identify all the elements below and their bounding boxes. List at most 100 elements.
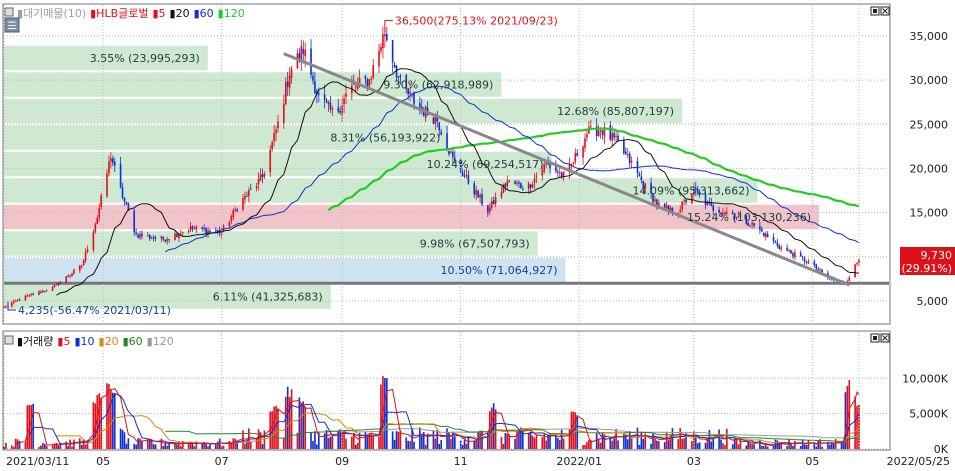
volume-bar bbox=[640, 431, 643, 449]
price-panel-close-button[interactable] bbox=[880, 6, 890, 16]
volume-bar bbox=[312, 440, 314, 449]
candle-body bbox=[164, 239, 167, 242]
candle-body bbox=[438, 122, 441, 131]
volume-bar bbox=[724, 445, 726, 449]
volume-bar bbox=[141, 440, 143, 449]
volume-bar bbox=[407, 440, 409, 449]
volume-bar bbox=[731, 444, 734, 449]
volume-bar bbox=[380, 384, 382, 449]
volume-bar bbox=[827, 441, 829, 449]
volume-bar bbox=[413, 441, 415, 449]
volume-bar bbox=[545, 440, 547, 449]
volume-bar bbox=[316, 444, 318, 449]
candle-body bbox=[654, 199, 656, 202]
candle-body bbox=[698, 191, 701, 195]
volume-bar bbox=[300, 402, 303, 449]
candle-body bbox=[38, 291, 40, 296]
candle-body bbox=[391, 40, 394, 63]
candle-body bbox=[71, 273, 73, 277]
candle-body bbox=[504, 183, 507, 187]
candle-body bbox=[617, 135, 619, 142]
candle-body bbox=[556, 171, 559, 173]
volume-bar bbox=[51, 445, 54, 449]
candle-body bbox=[53, 284, 56, 288]
candle-body bbox=[656, 199, 658, 205]
chart-settings-icon[interactable] bbox=[4, 17, 20, 33]
candle-body bbox=[236, 209, 238, 211]
candle-body bbox=[436, 115, 439, 122]
price-tick-label-3: 20,000 bbox=[910, 162, 949, 175]
volume-bar bbox=[753, 444, 755, 449]
volume-bar bbox=[630, 438, 633, 449]
volume-bar bbox=[815, 446, 818, 449]
candle-body bbox=[609, 125, 612, 140]
candle-body bbox=[255, 185, 258, 189]
volume-bar bbox=[520, 427, 522, 449]
price-legend-icon[interactable] bbox=[4, 7, 14, 17]
candle-body bbox=[454, 157, 456, 161]
candle-body bbox=[799, 252, 802, 257]
volume-bar bbox=[180, 446, 182, 449]
price-panel-maximize-button[interactable] bbox=[870, 6, 880, 16]
volume-bar bbox=[150, 440, 153, 449]
volume-bar bbox=[691, 441, 693, 449]
volume-bar bbox=[574, 412, 577, 449]
candle-body bbox=[465, 174, 468, 177]
price-annotations: 36,500(275.13% 2021/09/23) 4,235(-56.47% … bbox=[7, 15, 558, 317]
candle-body bbox=[759, 226, 761, 230]
volume-bar bbox=[834, 439, 837, 449]
candle-body bbox=[543, 164, 546, 172]
volume-bar bbox=[726, 428, 728, 449]
volume-bar bbox=[533, 437, 536, 449]
current-price-label: 9,730 bbox=[921, 249, 953, 262]
volume-bar bbox=[133, 443, 136, 449]
candle-body bbox=[584, 138, 586, 148]
volume-bar bbox=[45, 445, 48, 449]
volume-bar bbox=[531, 435, 534, 449]
candle-body bbox=[856, 262, 858, 265]
volume-bar bbox=[220, 445, 223, 449]
supply-band-label-7: 9.98% (67,507,793) bbox=[420, 238, 530, 251]
candle-body bbox=[518, 182, 520, 184]
candle-body bbox=[67, 275, 69, 277]
volume-bar bbox=[508, 434, 511, 449]
candle-body bbox=[718, 209, 720, 213]
volume-bar bbox=[854, 396, 856, 449]
volume-bar bbox=[568, 429, 571, 449]
volume-bar bbox=[399, 430, 402, 449]
volume-bar bbox=[368, 433, 371, 449]
candle-body bbox=[78, 265, 81, 271]
volume-bar bbox=[327, 438, 330, 449]
volume-bar bbox=[685, 433, 687, 449]
candle-body bbox=[370, 78, 373, 80]
candle-body bbox=[146, 235, 149, 237]
candle-body bbox=[623, 139, 625, 154]
volume-bar bbox=[698, 442, 701, 449]
volume-bar bbox=[121, 430, 124, 449]
candle-body bbox=[560, 172, 563, 177]
candle-body bbox=[269, 149, 272, 173]
candle-body bbox=[382, 34, 384, 49]
volume-bar bbox=[263, 430, 266, 449]
volume-bar bbox=[100, 397, 102, 449]
volume-bar bbox=[174, 443, 176, 449]
candle-body bbox=[726, 211, 728, 213]
volume-moving-averages bbox=[15, 387, 860, 447]
volume-bar bbox=[611, 440, 614, 449]
candle-body bbox=[178, 234, 180, 238]
candle-body bbox=[807, 261, 810, 264]
volume-bar bbox=[737, 444, 740, 449]
volume-bar bbox=[113, 393, 116, 449]
volume-bar bbox=[317, 432, 320, 449]
vol-ma10-line bbox=[28, 392, 860, 446]
volume-bar bbox=[549, 433, 551, 449]
volume-legend-icon[interactable] bbox=[4, 335, 14, 345]
candle-body bbox=[848, 277, 851, 282]
volume-legend-item-5: ▮120 bbox=[147, 335, 174, 348]
candle-body bbox=[642, 180, 645, 188]
candle-body bbox=[665, 206, 668, 209]
volume-bar bbox=[195, 441, 198, 449]
volume-panel-close-button[interactable] bbox=[880, 333, 890, 343]
volume-panel-maximize-button[interactable] bbox=[870, 333, 880, 343]
